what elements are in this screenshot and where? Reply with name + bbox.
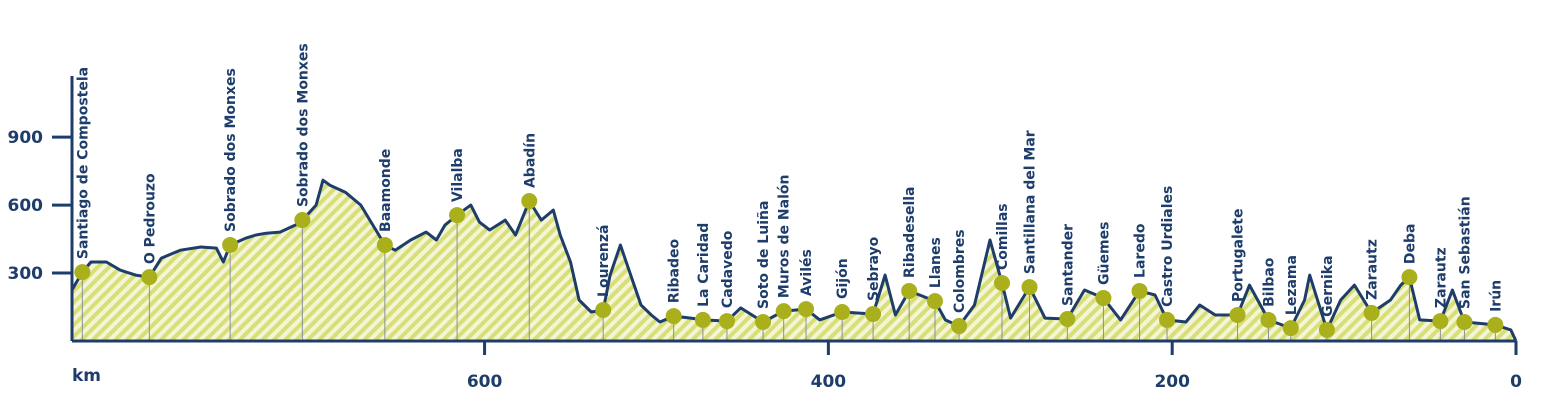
stop-dot xyxy=(1021,279,1038,296)
stop-label: Soto de Luiña xyxy=(756,201,772,309)
stop-dot xyxy=(798,301,815,318)
stop-dot xyxy=(694,311,711,328)
stop-label: Zarautz xyxy=(1433,247,1449,308)
stop-dot xyxy=(1059,311,1076,328)
stop-dot xyxy=(1282,320,1299,337)
stop-label: Abadín xyxy=(522,133,538,188)
stop-label: Llanes xyxy=(928,237,944,288)
stop-dot xyxy=(376,236,393,253)
x-axis-label: km xyxy=(72,366,101,386)
stop-dot xyxy=(1487,316,1504,333)
stop-label: Bilbao xyxy=(1261,257,1277,307)
stop-label: Avilés xyxy=(799,249,815,296)
stop-dot xyxy=(834,304,851,321)
stop-dot xyxy=(665,308,682,325)
stop-dot xyxy=(1432,313,1449,330)
stop-dot xyxy=(994,275,1011,292)
stop-dot xyxy=(521,193,538,210)
stop-label: Gijón xyxy=(835,258,851,299)
stop-label: Vilalba xyxy=(450,148,466,202)
stop-dot xyxy=(926,293,943,310)
stop-label: San Sebastián xyxy=(1457,196,1473,309)
stop-label: Colombres xyxy=(952,229,968,313)
stop-label: Sobrado dos Monxes xyxy=(223,68,239,232)
stop-dot xyxy=(1095,289,1112,306)
stop-label: Zarautz xyxy=(1365,239,1381,300)
stop-label: Laredo xyxy=(1133,223,1149,278)
stop-dot xyxy=(222,236,239,253)
stop-dot xyxy=(449,207,466,224)
y-tick-label: 900 xyxy=(8,128,44,148)
stop-label: Sobrado dos Monxes xyxy=(295,43,311,207)
stop-dot xyxy=(1456,313,1473,330)
x-tick-label: 200 xyxy=(1154,372,1190,392)
stop-dot xyxy=(1159,311,1176,328)
stop-dot xyxy=(1401,269,1418,286)
stop-label: La Caridad xyxy=(696,223,712,307)
stop-dot xyxy=(294,212,311,229)
stop-dot xyxy=(1318,321,1335,338)
stop-label: Portugalete xyxy=(1231,209,1247,302)
stop-label: Lourenzá xyxy=(596,225,612,297)
stop-label: Ribadeo xyxy=(667,239,683,304)
stop-label: Irún xyxy=(1488,280,1504,312)
stop-dot xyxy=(1131,282,1148,299)
stop-label: Santander xyxy=(1060,224,1076,306)
stop-label: Lezama xyxy=(1284,255,1300,315)
stop-dot xyxy=(1229,306,1246,323)
stop-dot xyxy=(595,301,612,318)
stop-label: O Pedrouzo xyxy=(142,173,158,264)
stop-label: Baamonde xyxy=(378,149,394,232)
y-tick-label: 600 xyxy=(8,196,44,216)
stop-label: Deba xyxy=(1402,224,1418,265)
stop-label: Güemes xyxy=(1096,222,1112,285)
stop-dot xyxy=(1260,311,1277,328)
stop-dot xyxy=(718,313,735,330)
stop-dot xyxy=(74,264,91,281)
y-tick-label: 300 xyxy=(8,264,44,284)
stop-label: Santiago de Compostela xyxy=(75,67,91,259)
stop-dot xyxy=(865,306,882,323)
stop-label: Castro Urdiales xyxy=(1160,186,1176,307)
stop-dot xyxy=(951,318,968,335)
stop-dot xyxy=(901,282,918,299)
stop-label: Ribadesella xyxy=(902,187,918,278)
x-tick-label: 0 xyxy=(1510,372,1522,392)
stop-dot xyxy=(775,303,792,320)
stop-dot xyxy=(141,269,158,286)
stop-label: Gernika xyxy=(1320,255,1336,316)
x-tick-label: 600 xyxy=(467,372,503,392)
stop-dot xyxy=(1363,304,1380,321)
stop-label: Sebrayo xyxy=(866,236,882,301)
stop-label: Cadavedo xyxy=(720,230,736,308)
stop-label: Comillas xyxy=(995,203,1011,270)
stop-label: Santillana del Mar xyxy=(1023,130,1039,274)
x-tick-label: 400 xyxy=(811,372,847,392)
stop-dot xyxy=(755,313,772,330)
stop-label: Muros de Nalón xyxy=(777,175,793,299)
elevation-area xyxy=(72,180,1516,341)
